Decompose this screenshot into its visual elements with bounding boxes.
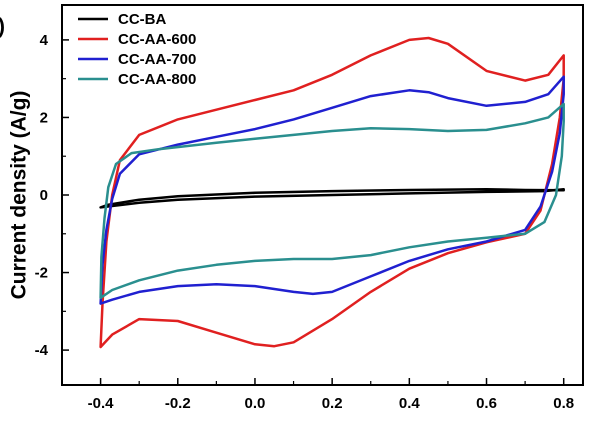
- curve-cc-ba: [99, 187, 565, 209]
- curve-cc-aa-600: [99, 36, 565, 349]
- y-tick-label: 2: [40, 109, 48, 126]
- x-tick-label: 0.0: [245, 395, 266, 412]
- y-tick-label: 0: [40, 187, 48, 204]
- y-tick-label: 4: [40, 32, 49, 49]
- legend-label: CC-AA-800: [118, 71, 196, 88]
- x-tick-label: 0.8: [553, 395, 574, 412]
- legend-label: CC-BA: [118, 11, 166, 28]
- y-tick-label: -4: [35, 342, 49, 359]
- y-tick-label: -2: [35, 265, 48, 282]
- y-axis-title: Current density (A/g): [8, 91, 31, 300]
- curve-cc-aa-700: [99, 75, 565, 305]
- x-tick-label: 0.4: [399, 395, 421, 412]
- legend: CC-BA CC-AA-600 CC-AA-700 CC-AA-800: [78, 11, 196, 88]
- x-tick-label: 0.2: [322, 395, 343, 412]
- curves-layer: [99, 36, 565, 349]
- panel-label: ): [0, 15, 5, 38]
- curve-cc-aa-800: [99, 102, 565, 300]
- ticks-layer: -0.4 -0.2 0.0 0.2 0.4 0.6 0.8 -4 -2 0 2 4: [35, 32, 574, 412]
- x-tick-label: 0.6: [476, 395, 497, 412]
- x-tick-label: -0.2: [165, 395, 191, 412]
- x-tick-label: -0.4: [88, 395, 115, 412]
- legend-label: CC-AA-600: [118, 31, 196, 48]
- legend-label: CC-AA-700: [118, 51, 196, 68]
